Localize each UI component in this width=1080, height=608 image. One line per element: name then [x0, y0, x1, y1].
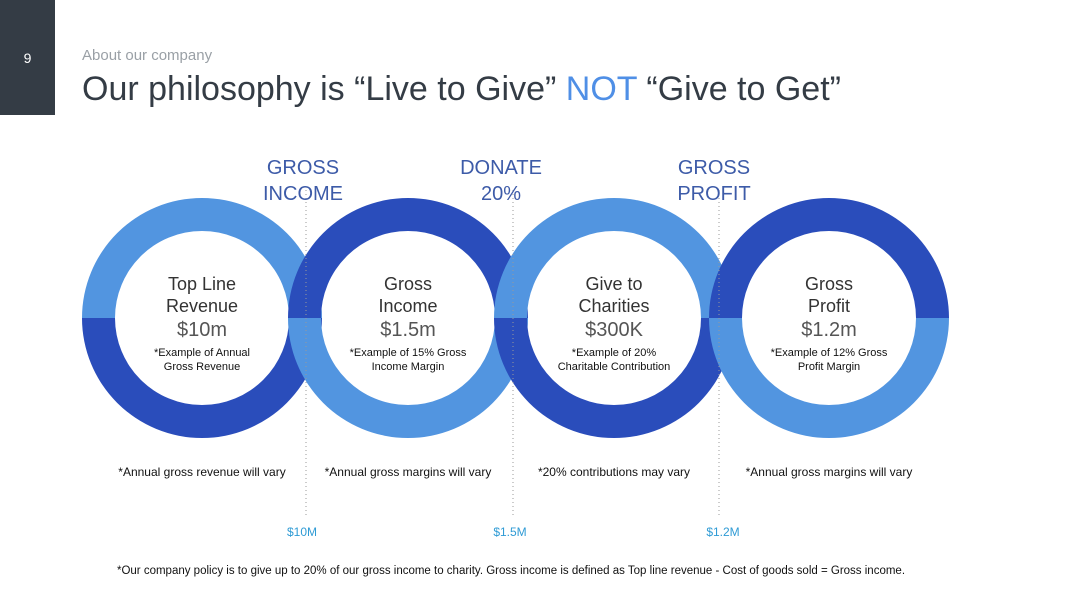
ring-4 — [709, 198, 949, 438]
circle-title: Gross — [804, 274, 853, 294]
label-line: 20% — [480, 183, 522, 205]
circle-value: $1.5m — [380, 319, 436, 341]
circle-content: Gross Profit $1.2m *Example of 12% Gross… — [749, 273, 909, 374]
bottom-note: *20% contributions may vary — [537, 465, 691, 479]
slide-title: Our philosophy is “Live to Give” NOT “Gi… — [82, 70, 841, 109]
bottom-note: *Annual gross margins will vary — [745, 465, 913, 479]
page-number: 9 — [23, 50, 32, 66]
circle-content: Gross Income $1.5m *Example of 15% Gross… — [328, 273, 488, 374]
footer-note: *Our company policy is to give up to 20%… — [116, 565, 906, 577]
ring-top-half — [82, 198, 322, 318]
circle-content: Give to Charities $300K *Example of 20% C… — [534, 273, 694, 374]
ring-top-half — [494, 198, 734, 318]
ring-bottom-half — [288, 318, 528, 438]
ring-1 — [82, 198, 322, 438]
circle-note: *Example of 15% Gross Income Margin — [328, 346, 488, 374]
note-line: *Example of 15% Gross — [349, 347, 467, 359]
circle-value: $10m — [176, 319, 228, 341]
note-line: *Example of 20% — [571, 347, 657, 359]
circle-note: *Example of Annual Gross Revenue — [122, 346, 282, 374]
label-donate: DONATE 20% — [431, 155, 571, 207]
label-line: INCOME — [263, 183, 343, 205]
label-line: DONATE — [460, 157, 542, 179]
circle-title: Give to — [585, 274, 643, 294]
circle-title: Charities — [578, 296, 650, 316]
page-number-box — [0, 0, 55, 115]
note-line: *Example of Annual — [153, 347, 250, 359]
circle-value: $1.2m — [801, 319, 857, 341]
note-line: Income Margin — [371, 361, 445, 373]
ring-bottom-half — [709, 318, 949, 438]
bottom-note: *Annual gross revenue will vary — [118, 465, 286, 479]
circle-title: Top Line — [167, 274, 237, 294]
circle-title: Revenue — [165, 296, 239, 316]
amount-label: $1.5M — [493, 525, 527, 539]
label-gross-profit: GROSS PROFIT — [644, 155, 784, 207]
label-line: GROSS — [677, 157, 751, 179]
circle-title: Profit — [807, 296, 850, 316]
circle-title: Income — [378, 296, 438, 316]
note-line: Profit Margin — [797, 361, 861, 373]
ring-3 — [494, 198, 734, 438]
circle-content: Top Line Revenue $10m *Example of Annual… — [122, 273, 282, 374]
note-line: *Example of 12% Gross — [770, 347, 888, 359]
title-part2: “Give to Get” — [636, 70, 841, 108]
ring-top-half — [288, 198, 528, 318]
section-kicker: About our company — [82, 47, 213, 64]
circle-value: $300K — [585, 319, 643, 341]
ring-2 — [288, 198, 528, 438]
note-line: Charitable Contribution — [557, 361, 671, 373]
ring-bottom-half — [494, 318, 734, 438]
label-line: PROFIT — [677, 183, 751, 205]
ring-top-half — [709, 198, 949, 318]
label-line: GROSS — [266, 157, 340, 179]
note-line: Gross Revenue — [163, 361, 241, 373]
title-accent: NOT — [565, 70, 637, 108]
circle-title: Gross — [383, 274, 432, 294]
bottom-note: *Annual gross margins will vary — [324, 465, 492, 479]
label-gross-income: GROSS INCOME — [233, 155, 373, 207]
circle-note: *Example of 20% Charitable Contribution — [534, 346, 694, 374]
amount-label: $1.2M — [706, 525, 740, 539]
title-part1: Our philosophy is “Live to Give” — [82, 70, 566, 108]
amount-label: $10M — [286, 525, 318, 539]
circle-note: *Example of 12% Gross Profit Margin — [749, 346, 909, 374]
ring-bottom-half — [82, 318, 322, 438]
